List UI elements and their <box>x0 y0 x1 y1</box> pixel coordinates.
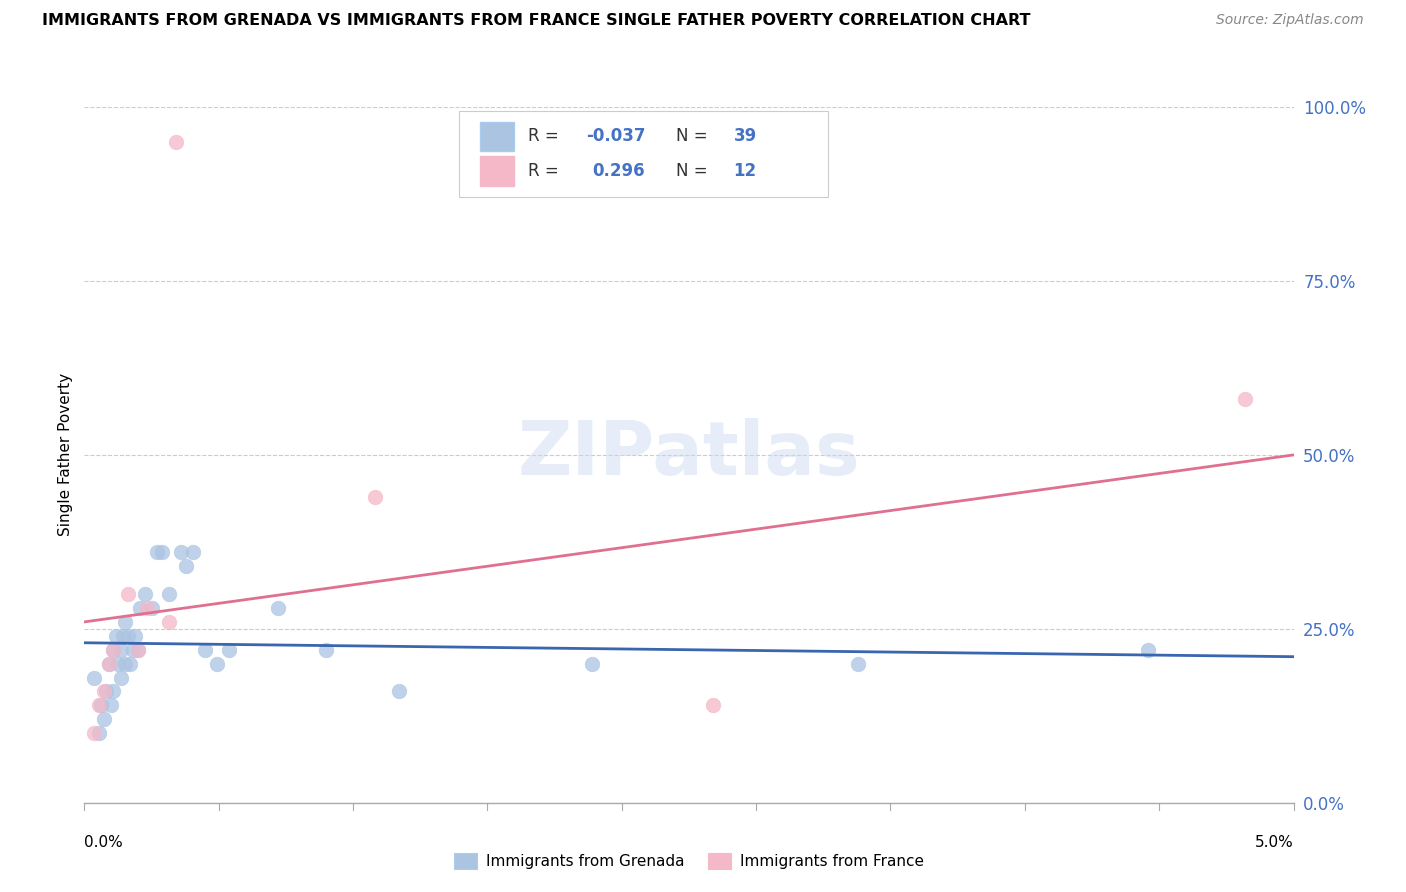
Point <box>146 545 169 559</box>
Point <box>363 490 385 504</box>
Text: 39: 39 <box>734 128 756 145</box>
Point <box>121 642 143 657</box>
Point <box>1234 392 1257 407</box>
Point <box>157 615 180 629</box>
Text: Source: ZipAtlas.com: Source: ZipAtlas.com <box>1216 13 1364 28</box>
Point <box>218 642 240 657</box>
Point <box>93 712 115 726</box>
Point <box>117 629 139 643</box>
Text: 12: 12 <box>734 162 756 180</box>
Point <box>165 135 187 149</box>
FancyBboxPatch shape <box>460 111 828 197</box>
Text: IMMIGRANTS FROM GRENADA VS IMMIGRANTS FROM FRANCE SINGLE FATHER POVERTY CORRELAT: IMMIGRANTS FROM GRENADA VS IMMIGRANTS FR… <box>42 13 1031 29</box>
Point <box>127 642 149 657</box>
Point <box>129 601 152 615</box>
Point <box>127 642 149 657</box>
Point <box>103 684 125 698</box>
Point <box>97 657 120 671</box>
FancyBboxPatch shape <box>479 121 513 151</box>
Text: -0.037: -0.037 <box>586 128 645 145</box>
Point <box>103 642 125 657</box>
Point <box>124 629 146 643</box>
Point <box>388 684 411 698</box>
Text: ZIPatlas: ZIPatlas <box>517 418 860 491</box>
Point <box>93 684 115 698</box>
Point <box>114 657 136 671</box>
Legend: Immigrants from Grenada, Immigrants from France: Immigrants from Grenada, Immigrants from… <box>449 847 929 875</box>
Point <box>194 642 217 657</box>
Text: 5.0%: 5.0% <box>1254 836 1294 850</box>
Point <box>174 559 197 574</box>
Point <box>846 657 869 671</box>
Text: 0.0%: 0.0% <box>84 836 124 850</box>
Text: N =: N = <box>676 128 713 145</box>
Point <box>83 671 105 685</box>
Point <box>134 587 156 601</box>
Point <box>181 545 204 559</box>
Point <box>97 657 120 671</box>
Point <box>110 671 132 685</box>
Point <box>100 698 122 713</box>
Point <box>90 698 112 713</box>
Point <box>110 642 132 657</box>
Point <box>207 657 229 671</box>
Text: 0.296: 0.296 <box>592 162 645 180</box>
Point <box>104 629 127 643</box>
Point <box>581 657 603 671</box>
Point <box>157 587 180 601</box>
Point <box>103 642 125 657</box>
Text: R =: R = <box>529 162 569 180</box>
Point <box>1137 642 1160 657</box>
Point <box>150 545 173 559</box>
FancyBboxPatch shape <box>479 156 513 186</box>
Text: R =: R = <box>529 128 564 145</box>
Y-axis label: Single Father Poverty: Single Father Poverty <box>58 374 73 536</box>
Point <box>94 684 117 698</box>
Point <box>702 698 724 713</box>
Point <box>120 657 142 671</box>
Point <box>141 601 163 615</box>
Point <box>267 601 290 615</box>
Point <box>112 629 135 643</box>
Point <box>170 545 193 559</box>
Point <box>83 726 105 740</box>
Point <box>136 601 159 615</box>
Text: N =: N = <box>676 162 713 180</box>
Point <box>315 642 337 657</box>
Point <box>87 726 110 740</box>
Point <box>117 587 139 601</box>
Point <box>87 698 110 713</box>
Point <box>107 657 129 671</box>
Point <box>114 615 136 629</box>
